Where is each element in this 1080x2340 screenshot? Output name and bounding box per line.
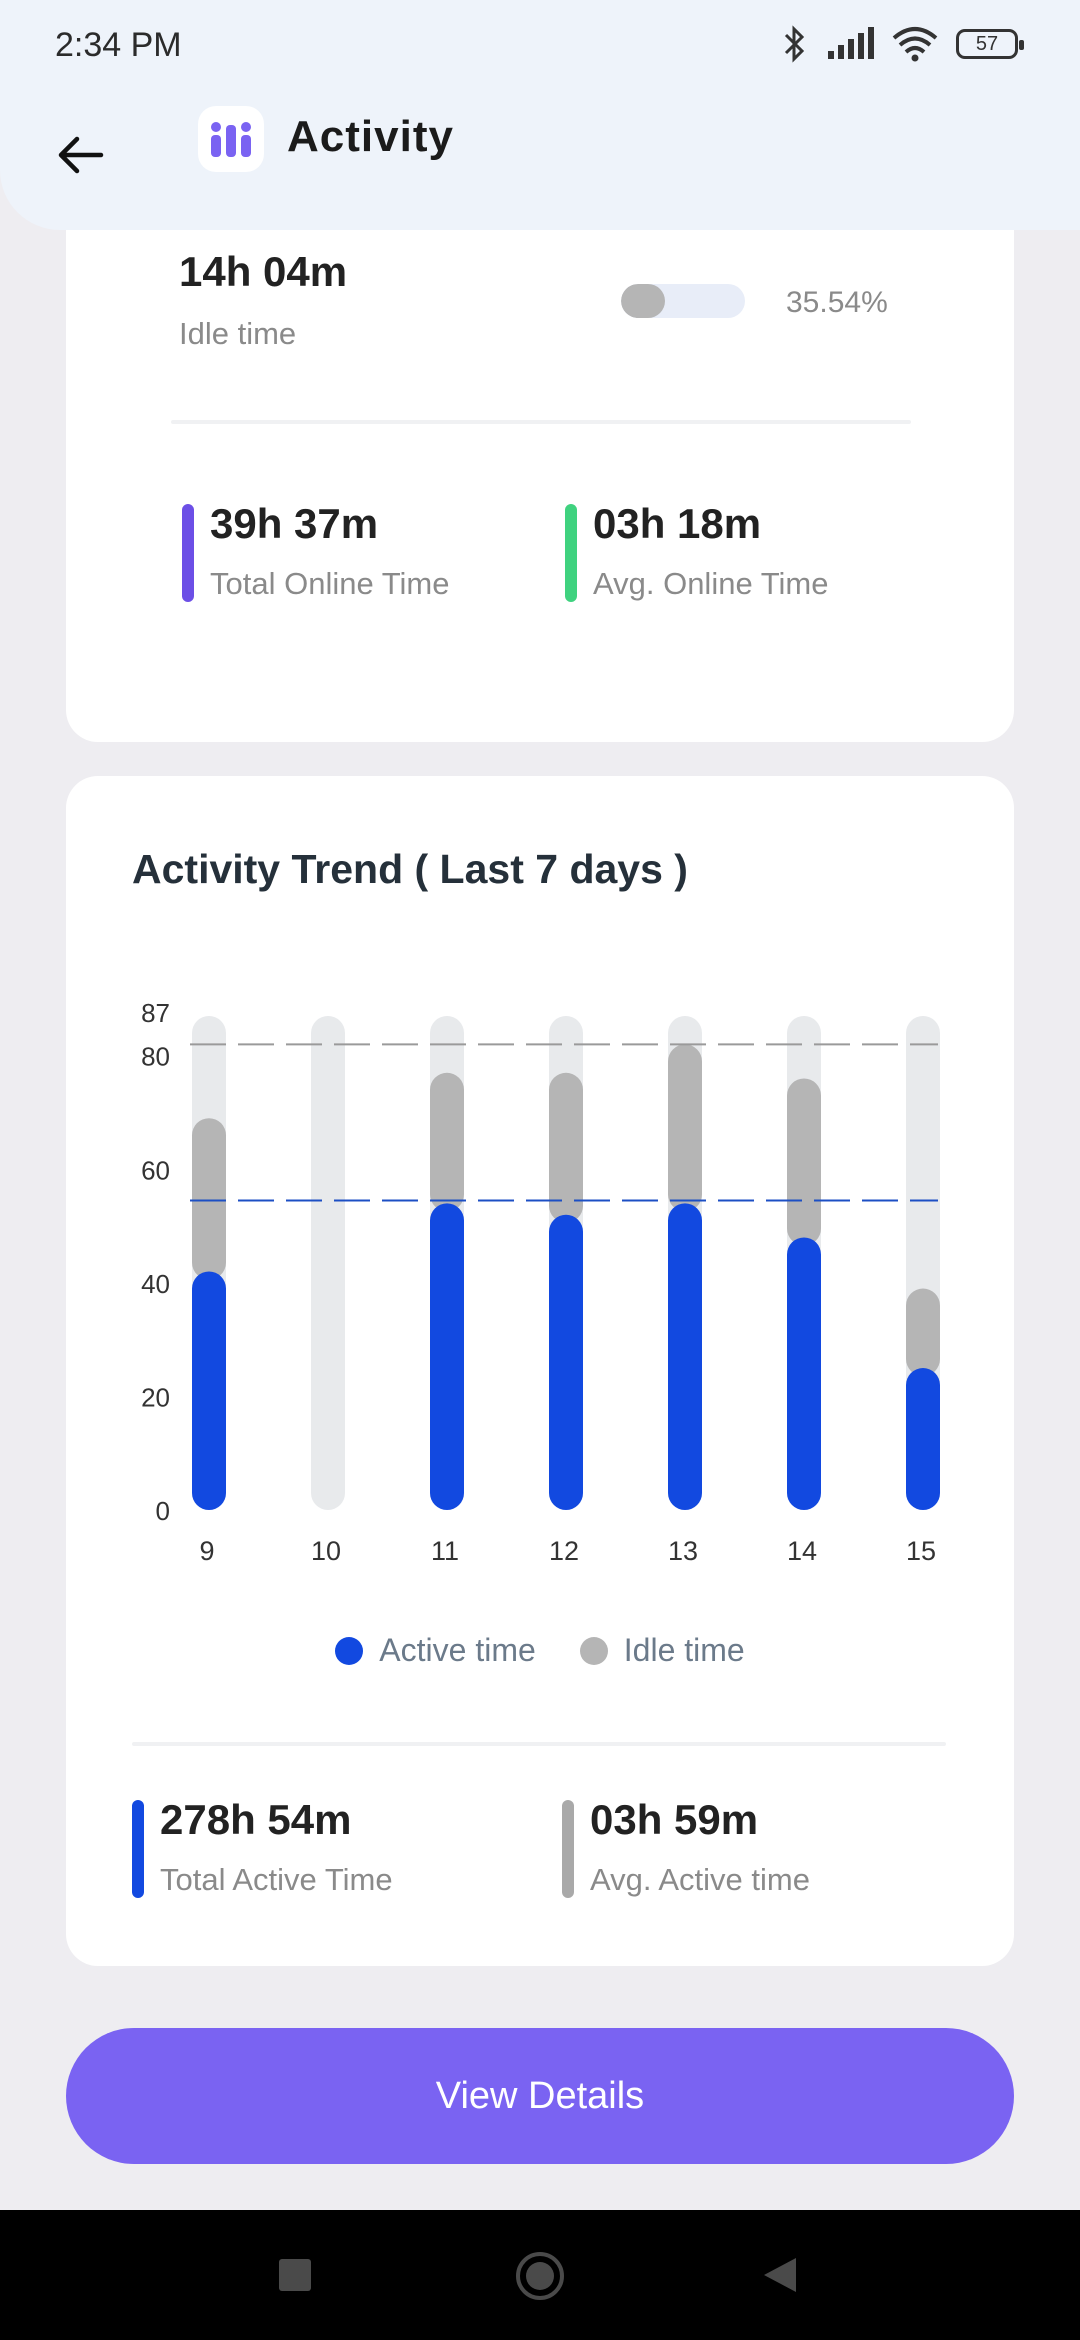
x-tick-label: 13	[668, 1536, 698, 1566]
active-bar	[549, 1214, 583, 1510]
y-tick-label: 60	[141, 1155, 170, 1185]
avg-online-marker	[565, 504, 577, 602]
back-button[interactable]	[50, 125, 110, 185]
idle-progress-bar	[621, 284, 745, 318]
activity-trend-card: Activity Trend ( Last 7 days ) 0 20 40 60 80…	[66, 776, 1014, 1966]
avg-active-marker	[562, 1800, 574, 1898]
bar-track	[311, 1016, 345, 1510]
signal-icon	[828, 27, 874, 59]
legend-idle-dot	[579, 1636, 608, 1665]
activity-trend-chart: 0 20 40 60 80 87 9 10 11 12 13 14 15	[141, 998, 940, 1566]
view-details-button[interactable]: View Details	[66, 2028, 1014, 2164]
avg-online-value: 03h 18m	[593, 500, 762, 547]
battery-icon: 57	[956, 29, 1024, 59]
recents-button[interactable]	[278, 2258, 312, 2292]
y-tick-label: 40	[141, 1269, 170, 1299]
divider	[171, 420, 911, 424]
idle-bar	[668, 1044, 702, 1212]
legend-active-dot	[335, 1636, 364, 1665]
total-online-label: Total Online Time	[210, 566, 450, 601]
active-bar	[192, 1271, 226, 1510]
page-title: Activity	[287, 112, 454, 161]
total-online-marker	[182, 504, 194, 602]
idle-time-value: 14h 04m	[179, 248, 348, 295]
legend-active-label: Active time	[379, 1632, 536, 1668]
status-time: 2:34 PM	[55, 26, 182, 64]
active-bar	[906, 1368, 940, 1510]
bluetooth-icon	[784, 25, 805, 63]
chart-title: Activity Trend ( Last 7 days )	[132, 846, 688, 892]
activity-app-icon	[198, 106, 264, 172]
square-icon	[279, 2259, 311, 2291]
arrow-left-icon	[58, 136, 104, 174]
active-bar	[430, 1203, 464, 1510]
idle-progress-fill	[621, 284, 666, 318]
x-tick-label: 14	[787, 1536, 817, 1566]
x-tick-label: 9	[199, 1536, 214, 1566]
circle-icon	[516, 2252, 564, 2300]
divider	[132, 1742, 946, 1746]
total-active-value: 278h 54m	[160, 1796, 352, 1843]
battery-level: 57	[975, 32, 999, 55]
legend-idle: Idle time	[579, 1632, 745, 1669]
idle-bar	[549, 1072, 583, 1223]
idle-bar	[430, 1072, 464, 1212]
chart-legend: Active time Idle time	[66, 1632, 1014, 1669]
avg-online-label: Avg. Online Time	[593, 566, 829, 601]
x-tick-label: 15	[906, 1536, 936, 1566]
total-active-label: Total Active Time	[160, 1862, 393, 1897]
x-tick-label: 10	[311, 1536, 341, 1566]
idle-bar	[906, 1288, 940, 1377]
system-nav-bar	[0, 2210, 1080, 2340]
idle-bar	[192, 1118, 226, 1280]
total-active-marker	[132, 1800, 144, 1898]
x-tick-label: 11	[431, 1536, 459, 1566]
app-header: 2:34 PM 57 Activity	[0, 0, 1080, 230]
idle-percent: 35.54%	[786, 286, 888, 319]
status-icons: 57	[782, 24, 1024, 64]
y-tick-label: 0	[156, 1496, 170, 1526]
wifi-icon	[892, 27, 938, 62]
active-bar	[787, 1237, 821, 1510]
y-tick-label: 80	[141, 1042, 170, 1072]
y-tick-label: 20	[141, 1382, 170, 1412]
avg-active-label: Avg. Active time	[590, 1862, 810, 1897]
idle-time-label: Idle time	[179, 316, 297, 351]
idle-bar	[787, 1078, 821, 1246]
legend-active: Active time	[335, 1632, 536, 1669]
x-tick-label: 12	[549, 1536, 579, 1566]
back-nav-button[interactable]	[762, 2256, 798, 2294]
active-bar	[668, 1203, 702, 1510]
triangle-back-icon	[764, 2258, 796, 2292]
online-summary-card: 14h 04m Idle time 35.54% 39h 37m Total O…	[66, 160, 1014, 742]
y-tick-label: 87	[141, 998, 170, 1028]
total-online-value: 39h 37m	[210, 500, 379, 547]
bar-chart-icon	[211, 122, 251, 157]
legend-idle-label: Idle time	[623, 1632, 745, 1668]
avg-active-value: 03h 59m	[590, 1796, 759, 1843]
home-button[interactable]	[514, 2250, 566, 2302]
